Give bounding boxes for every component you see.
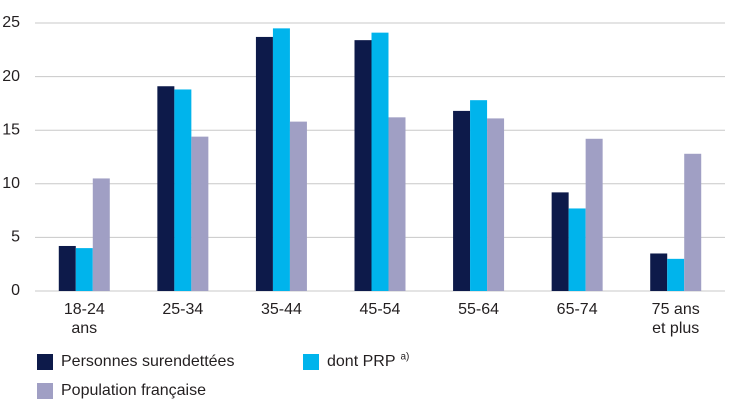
legend-label: Personnes surendettées: [61, 353, 234, 370]
bar: [388, 117, 406, 291]
bar: [650, 253, 668, 291]
y-tick-label: 0: [11, 282, 20, 299]
bar: [551, 192, 569, 291]
bar: [92, 178, 110, 291]
x-tick-label: 18-24 ans: [63, 301, 105, 337]
legend-label: Population française: [61, 382, 206, 399]
legend-swatch: [37, 354, 53, 370]
y-tick-label: 5: [11, 229, 20, 246]
bar: [585, 138, 603, 291]
bar: [371, 32, 389, 291]
x-tick-label: 65-74: [556, 301, 598, 318]
bar: [157, 86, 175, 291]
bar: [453, 110, 471, 292]
bar: [568, 208, 586, 291]
y-tick-label: 15: [2, 121, 20, 138]
bar: [191, 136, 209, 291]
bar: [684, 153, 702, 291]
bar: [354, 40, 372, 291]
x-tick-label: 25-34: [162, 301, 204, 318]
bar: [174, 89, 192, 292]
bar: [58, 245, 76, 291]
x-tick-label: 45-54: [359, 301, 401, 318]
bar: [487, 118, 505, 292]
bar: [667, 258, 685, 291]
bar: [255, 36, 273, 291]
x-tick-label: 55-64: [458, 301, 500, 318]
bar: [272, 28, 290, 292]
legend-swatch: [37, 383, 53, 399]
x-tick-label: 75 ans et plus: [651, 301, 700, 337]
bar: [289, 121, 307, 292]
legend-note: a): [400, 352, 409, 363]
y-tick-label: 25: [2, 14, 20, 31]
y-tick-label: 20: [2, 68, 20, 85]
legend-swatch: [303, 354, 319, 370]
legend-label: dont PRP: [327, 353, 395, 370]
bar: [75, 248, 93, 291]
x-tick-label: 35-44: [260, 301, 302, 318]
y-tick-label: 10: [2, 175, 20, 192]
bar: [470, 100, 488, 292]
